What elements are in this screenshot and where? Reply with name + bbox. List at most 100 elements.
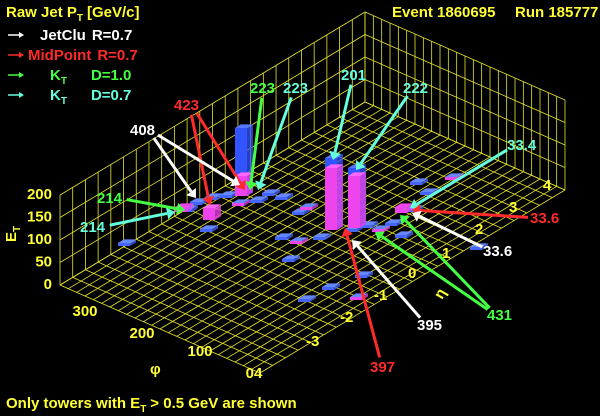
tower-side [470,247,482,250]
legend-param: R=0.7 [92,27,132,44]
annotation-arrow [195,112,242,185]
tower-top [313,233,331,237]
tower-side [407,231,413,238]
annotation-arrow-head [329,150,341,160]
tower-side [232,203,244,206]
annotation-arrow-head [166,207,175,220]
legend-name: JetClu [40,27,86,44]
z-label-text: E [3,232,20,242]
tower-side [325,168,337,230]
annotation-arrow-head [375,231,385,242]
tower-top [325,164,343,168]
tower-side [302,237,308,244]
tower-side [244,199,250,206]
eta-tick-label: -2 [340,309,353,326]
annotation-arrow-head [230,175,240,187]
eta-tick-label: 1 [442,245,450,262]
tower-side [422,178,428,185]
tower-top [348,172,366,176]
tower-side [130,239,136,246]
eta-tick-label: -1 [374,287,387,304]
floor-line [339,116,540,206]
phi-axis-label: φ [150,361,161,378]
legend-arrow-head [19,32,24,38]
legend-label: KT D=0.7 [50,87,131,107]
tower-side [312,203,318,210]
annotation-arrow [109,211,168,227]
tower-side [292,212,304,215]
annotation-arrow [333,84,353,153]
legend-param: D=0.7 [91,87,131,104]
phi-tick-label: 200 [129,325,154,342]
legend-sub: T [61,96,67,107]
tower-side [304,208,310,215]
legend-name: K [50,67,61,84]
tower-side [187,203,193,212]
annotation-arrow-head [176,202,185,215]
legend-arrow-head [19,52,24,58]
annotation-arrow [152,137,193,193]
tower-top [298,295,316,299]
tower-side [212,225,218,232]
tower-side [262,193,274,196]
tower-side [360,225,372,228]
tower-top [282,255,300,259]
wall-line [364,56,566,146]
tower-side [310,295,316,302]
tower-top [300,203,318,207]
title: Raw Jet PT [GeV/c] [6,4,140,24]
annotation: 397 [370,359,395,376]
tower-side [262,196,268,203]
annotation: 214 [97,190,123,207]
wall-line [59,56,366,241]
legend-entry: MidPoint R=0.7 [8,47,138,64]
annotation-arrow [189,114,210,198]
annotation-arrow [259,96,293,184]
footer-b: > 0.5 GeV are shown [150,395,296,412]
tower-top [372,225,390,229]
legend-name: MidPoint [28,47,91,64]
tower-top [275,233,293,237]
footer-sub: T [140,404,146,415]
tower-side [298,299,310,302]
phi-tick-label: 100 [187,343,212,360]
legend-param: R=0.7 [97,47,137,64]
tower-side [322,287,334,290]
z-axis-label: ET [3,226,23,242]
tower-side [190,202,202,205]
tower-top [118,239,136,243]
tower-side [367,271,373,278]
tower-top [220,191,238,195]
tower-top [355,271,373,275]
tower-side [200,229,212,232]
tower-side [220,195,232,198]
tower-side [294,255,300,262]
tower-top [232,199,250,203]
tower-side [410,182,422,185]
tower-side [192,205,198,212]
floor-line [314,132,515,221]
annotation: 201 [341,67,366,84]
tower-top [395,203,413,207]
tower-side [345,229,357,232]
tower-side [420,192,432,195]
legend-sub: T [61,76,67,87]
annotation: 222 [403,80,428,97]
tower-side [395,207,407,213]
annotation-arrow [157,133,234,183]
legend-entry: JetClu R=0.7 [8,27,132,44]
tower-side [350,297,362,300]
legend-arrow-head [19,92,24,98]
tower-top [200,225,218,229]
tower-side [313,237,325,240]
tower-side [118,243,130,246]
annotation: 431 [487,307,512,324]
tower-top [395,231,413,235]
tower-top [290,237,308,241]
tower-side [275,197,287,200]
legend-label: JetClu R=0.7 [40,27,132,44]
annotation-arrow-head [235,180,246,190]
floor-line [352,109,553,198]
floor-line [326,124,528,214]
tower-side [250,200,262,203]
